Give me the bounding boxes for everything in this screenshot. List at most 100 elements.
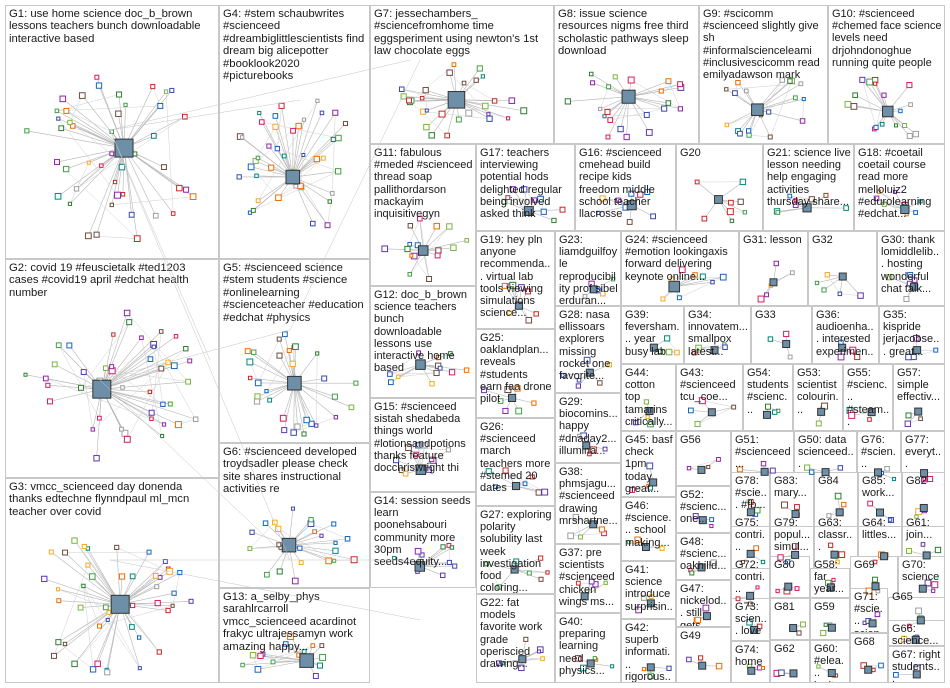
- network-node: [183, 186, 190, 193]
- network-node: [272, 123, 279, 130]
- network-node: [480, 74, 486, 79]
- network-node: [610, 664, 615, 669]
- network-node: [493, 484, 498, 490]
- network-node: [445, 447, 451, 453]
- network-node: [564, 98, 571, 105]
- network-node: [406, 97, 412, 104]
- network-node: [792, 202, 799, 208]
- network-node: [157, 575, 163, 580]
- network-node: [85, 562, 91, 568]
- network-node: [533, 311, 539, 317]
- network-node: [421, 442, 428, 449]
- network-node: [824, 272, 831, 278]
- network-node: [507, 310, 513, 316]
- network-hub-node: [838, 343, 847, 352]
- network-node: [701, 215, 708, 222]
- network-node: [578, 534, 583, 540]
- group-label: G30: thank lomiddlelib... hosting wonder…: [881, 234, 940, 295]
- network-hub-node: [589, 285, 598, 294]
- network-node: [81, 583, 86, 589]
- network-node: [600, 290, 606, 297]
- network-node: [724, 87, 729, 92]
- network-hub-node: [782, 340, 791, 349]
- group-network-g39: [649, 335, 680, 356]
- network-hub-node: [864, 665, 873, 674]
- network-hub-node: [880, 552, 889, 561]
- network-node: [289, 360, 296, 367]
- group-box-g73: G73: scien... love: [731, 598, 770, 641]
- network-node: [502, 467, 509, 474]
- network-node: [496, 584, 502, 590]
- network-node: [657, 348, 664, 355]
- network-hub-node: [909, 282, 918, 291]
- group-box-g34: G34: innovatem... smallpox latest...: [684, 306, 751, 364]
- group-box-g80: G80: [770, 556, 810, 598]
- network-node: [753, 545, 759, 551]
- network-node: [931, 581, 939, 589]
- network-node: [852, 92, 858, 99]
- network-node: [658, 88, 664, 94]
- network-node: [325, 557, 333, 565]
- network-hub-node: [920, 469, 929, 478]
- network-node: [905, 412, 912, 419]
- network-node: [286, 347, 292, 353]
- network-node: [665, 348, 673, 356]
- network-node: [320, 155, 326, 161]
- group-label: G18: #coetail coetail course read more m…: [858, 147, 935, 221]
- network-node: [173, 334, 179, 339]
- network-node: [429, 456, 435, 462]
- network-node: [854, 353, 861, 361]
- network-node: [414, 547, 422, 555]
- group-network-g30: [886, 272, 918, 303]
- group-network-g47: [693, 604, 711, 624]
- network-node: [279, 414, 287, 422]
- group-network-g26: [485, 467, 549, 496]
- network-node: [695, 344, 702, 352]
- group-box-g54: G54: students #scienc...: [743, 364, 793, 431]
- network-hub-node: [697, 465, 706, 474]
- group-label: G72: contri...: [735, 559, 765, 596]
- network-node: [332, 558, 337, 563]
- network-node: [827, 542, 834, 548]
- network-node: [281, 153, 287, 159]
- network-node: [310, 643, 316, 648]
- network-node: [915, 607, 923, 615]
- network-node: [933, 347, 939, 353]
- group-network-g18: [873, 189, 923, 217]
- network-node: [62, 165, 70, 173]
- network-node: [767, 134, 773, 140]
- network-hub-node: [874, 468, 883, 477]
- group-label: G13: a_selby_phys sarahlrcarroll vmcc_sc…: [223, 591, 360, 653]
- group-network-g33: [767, 330, 793, 360]
- network-node: [726, 208, 734, 216]
- group-label: G52: #scienc... one...: [680, 489, 730, 526]
- network-node: [886, 274, 893, 281]
- group-label: G69: [854, 559, 875, 571]
- network-node: [773, 260, 779, 267]
- group-box-g49: G49: [676, 627, 731, 683]
- group-label: G43: #scienceed tcu_coe...: [680, 367, 739, 404]
- network-node: [677, 81, 684, 88]
- network-node: [398, 467, 405, 474]
- network-node: [687, 407, 694, 414]
- network-node: [290, 127, 296, 134]
- network-node: [276, 542, 282, 548]
- network-node: [793, 198, 798, 203]
- network-node: [648, 594, 654, 600]
- group-box-g57: G57: simple effectiv...: [893, 364, 945, 431]
- network-node: [779, 77, 786, 83]
- network-node: [102, 365, 109, 371]
- network-node: [760, 559, 766, 565]
- network-node: [592, 656, 597, 661]
- network-node: [282, 641, 289, 647]
- group-box-g5: G5: #scienceed science #stem students #s…: [219, 259, 370, 443]
- group-box-g35: G35: kispride jerjacobse... great...: [879, 306, 945, 364]
- network-node: [629, 487, 636, 493]
- network-node: [400, 93, 407, 100]
- network-node: [290, 429, 297, 436]
- network-node: [501, 198, 508, 205]
- network-node: [871, 667, 876, 673]
- network-node: [264, 571, 270, 578]
- group-network-g37: [575, 578, 608, 601]
- network-node: [739, 178, 747, 186]
